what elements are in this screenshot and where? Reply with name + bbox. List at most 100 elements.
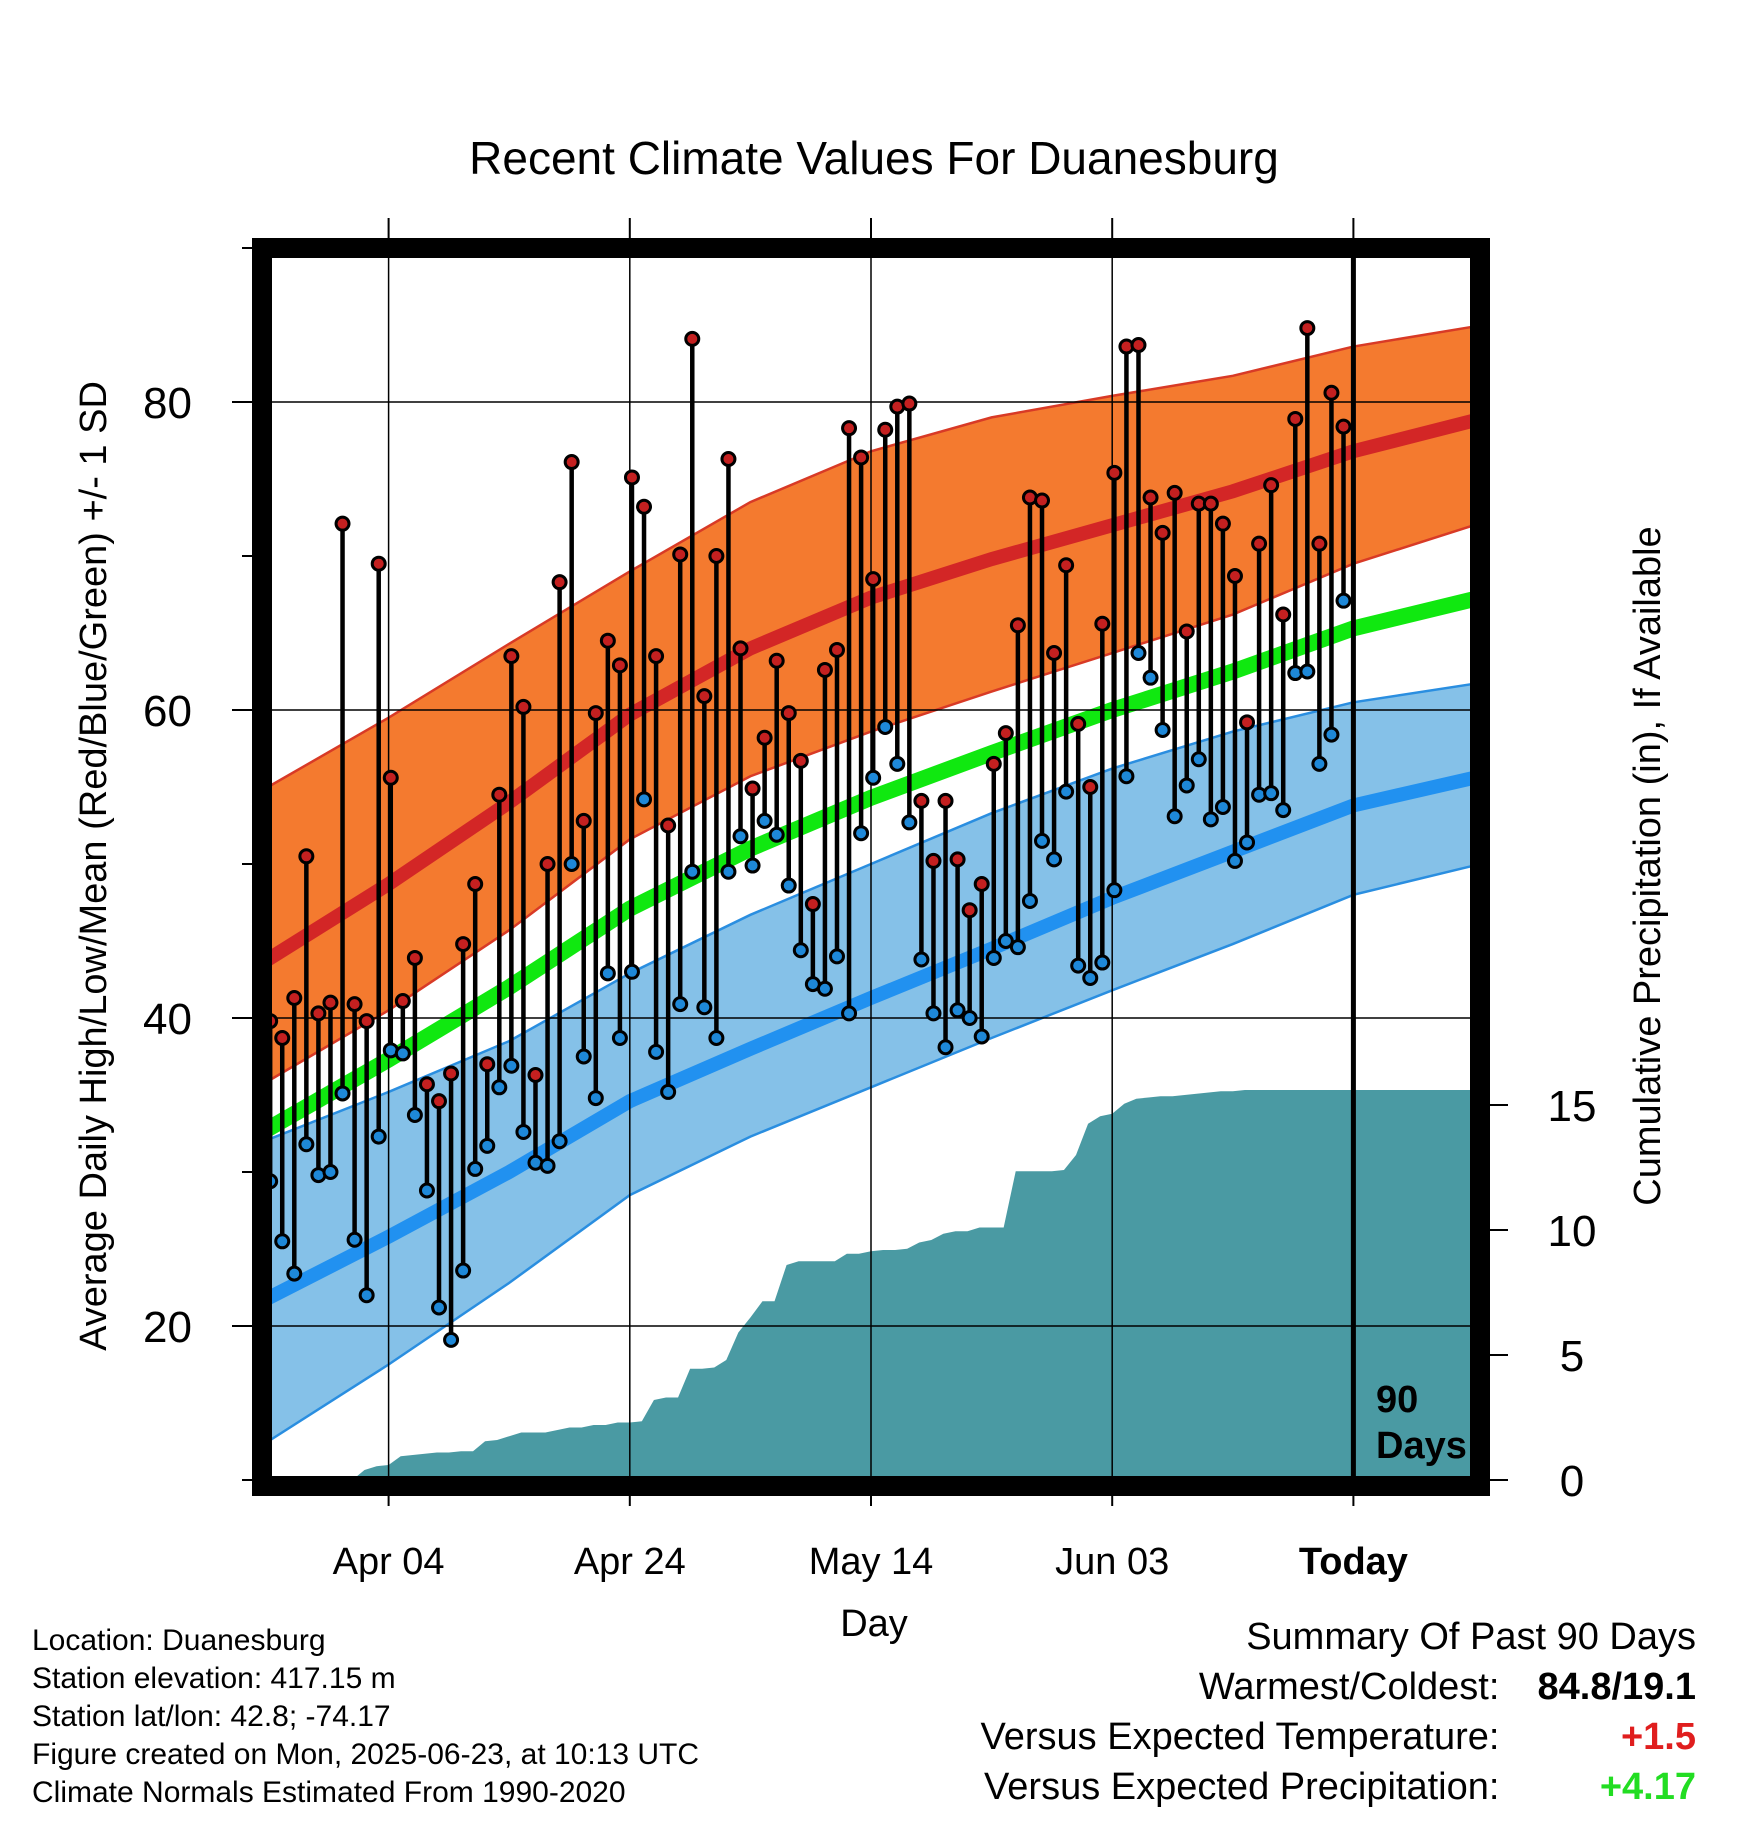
low-point <box>1202 811 1219 828</box>
high-point <box>660 817 677 834</box>
x-tick-label: Jun 03 <box>1055 1541 1169 1583</box>
low-point <box>865 769 882 786</box>
high-point <box>648 648 665 665</box>
high-point <box>1058 557 1075 574</box>
chart-title: Recent Climate Values For Duanesburg <box>469 132 1279 184</box>
low-point <box>1046 851 1063 868</box>
precip-value: +4.17 <box>1599 1766 1696 1808</box>
high-point <box>599 632 616 649</box>
low-point <box>346 1231 363 1248</box>
low-point <box>443 1331 460 1348</box>
high-point <box>491 786 508 803</box>
x-axis-label: Day <box>840 1603 908 1645</box>
precip-label: Versus Expected Precipitation: <box>984 1766 1500 1808</box>
high-point <box>816 661 833 678</box>
high-point <box>551 574 568 591</box>
low-point <box>298 1136 315 1153</box>
high-point <box>418 1076 435 1093</box>
high-point <box>455 936 472 953</box>
today-marker-label-2: Days <box>1376 1425 1467 1467</box>
summary-precip-row: Versus Expected Precipitation: +4.17 <box>981 1762 1696 1812</box>
high-point <box>877 421 894 438</box>
low-point <box>1178 777 1195 794</box>
high-point <box>1070 715 1087 732</box>
high-point <box>1106 464 1123 481</box>
y2-axis-label: Cumulative Precipitation (in), If Availa… <box>1627 526 1669 1205</box>
high-point <box>1275 606 1292 623</box>
low-point <box>599 965 616 982</box>
low-point <box>1034 832 1051 849</box>
low-point <box>853 825 870 842</box>
high-point <box>274 1030 291 1047</box>
high-point <box>925 852 942 869</box>
low-point <box>792 942 809 959</box>
low-point <box>1311 755 1328 772</box>
low-point <box>286 1265 303 1282</box>
low-point <box>913 951 930 968</box>
high-point <box>1251 535 1268 552</box>
low-point <box>623 963 640 980</box>
low-point <box>1021 892 1038 909</box>
high-point <box>611 657 628 674</box>
high-point <box>1142 489 1159 506</box>
high-point <box>949 851 966 868</box>
high-point <box>1046 645 1063 662</box>
low-point <box>1130 645 1147 662</box>
low-point <box>431 1299 448 1316</box>
x-tick-label: Apr 24 <box>574 1541 686 1583</box>
high-point <box>563 454 580 471</box>
high-point <box>1082 779 1099 795</box>
y-tick-label: 80 <box>143 379 192 428</box>
low-point <box>889 755 906 772</box>
high-point <box>1214 515 1231 532</box>
high-point <box>322 994 339 1011</box>
low-point <box>455 1262 472 1279</box>
low-point <box>1070 957 1087 974</box>
low-point <box>587 1090 604 1107</box>
warmest-value: 84.8/19.1 <box>1537 1666 1696 1708</box>
low-point <box>684 863 701 880</box>
location-text: Location: Duanesburg <box>32 1624 326 1657</box>
high-point <box>720 450 737 467</box>
high-point <box>913 792 930 809</box>
low-point <box>370 1128 387 1145</box>
high-point <box>298 848 315 865</box>
high-point <box>539 856 556 872</box>
high-point <box>997 725 1014 742</box>
low-point <box>1335 592 1352 609</box>
high-point <box>708 548 725 564</box>
low-point <box>961 1010 978 1026</box>
high-point <box>1130 337 1147 354</box>
high-point <box>684 330 701 347</box>
high-point <box>1299 320 1316 337</box>
plot-area <box>262 248 1476 1480</box>
summary-panel: Summary Of Past 90 Days Warmest/Coldest:… <box>981 1612 1696 1812</box>
summary-warmest-row: Warmest/Coldest: 84.8/19.1 <box>981 1662 1696 1712</box>
high-point <box>503 648 520 665</box>
high-point <box>1009 617 1026 634</box>
high-point <box>527 1066 544 1083</box>
low-point <box>515 1123 532 1140</box>
high-point <box>672 546 689 563</box>
low-point <box>744 857 761 874</box>
x-tick-label: Apr 04 <box>333 1541 445 1583</box>
low-point <box>816 980 833 997</box>
high-point <box>1311 535 1328 552</box>
y-tick-label: 40 <box>143 995 192 1044</box>
high-point <box>346 996 363 1013</box>
low-point <box>732 828 749 845</box>
high-point <box>443 1065 460 1082</box>
high-point <box>985 755 1002 772</box>
high-point <box>732 640 749 657</box>
high-point <box>744 780 761 797</box>
low-point <box>1058 783 1075 800</box>
low-point <box>1226 852 1243 869</box>
low-point <box>780 877 797 894</box>
low-point <box>467 1160 484 1177</box>
low-point <box>418 1182 435 1199</box>
y-tick-label: 20 <box>143 1303 192 1352</box>
high-point <box>792 752 809 769</box>
high-point <box>780 705 797 722</box>
low-point <box>358 1287 375 1304</box>
low-point <box>479 1137 496 1154</box>
